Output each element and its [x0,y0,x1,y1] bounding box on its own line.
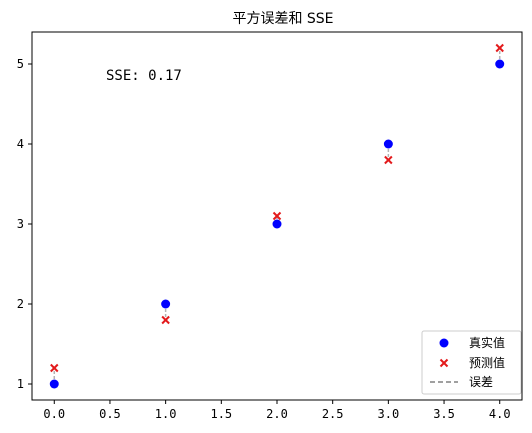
x-tick-label: 4.0 [489,407,511,421]
legend-error-label: 误差 [469,375,493,389]
x-tick-label: 3.0 [378,407,400,421]
predicted-value-point [272,211,282,221]
predicted-value-point [495,43,504,53]
y-tick-label: 4 [17,137,24,151]
sse-annotation: SSE: 0.17 [106,68,182,84]
y-tick-label: 1 [17,377,24,391]
x-tick-label: 1.0 [155,407,177,421]
x-tick-label: 2.5 [322,407,344,421]
legend-pred-marker [439,358,449,368]
true-value-point [161,299,171,309]
legend: 真实值 预测值 误差 [421,330,522,395]
predicted-value-point [384,155,393,165]
y-tick-label: 2 [17,297,24,311]
y-tick-label: 5 [17,57,24,71]
true-value-point [49,379,59,389]
predicted-value-point [161,315,170,325]
x-tick-label: 2.0 [266,407,288,421]
true-value-point [383,139,393,149]
series-layer [49,43,505,389]
y-axis-ticks: 1 2 3 4 5 [17,57,32,391]
y-tick-label: 3 [17,217,24,231]
legend-true-marker [439,338,449,348]
x-tick-label: 0.0 [43,407,65,421]
x-tick-label: 3.5 [433,407,455,421]
x-tick-label: 0.5 [99,407,121,421]
legend-true-label: 真实值 [469,335,505,350]
chart-title: 平方误差和 SSE [232,11,333,27]
true-value-point [272,219,282,229]
true-value-point [495,59,505,69]
plot-area [49,43,505,389]
predicted-value-point [50,363,59,373]
legend-box [421,330,522,395]
legend-pred-label: 预测值 [469,355,505,370]
x-tick-label: 1.5 [210,407,232,421]
x-axis-ticks: 0.0 0.5 1.0 1.5 2.0 2.5 3.0 3.5 4.0 [43,400,511,421]
